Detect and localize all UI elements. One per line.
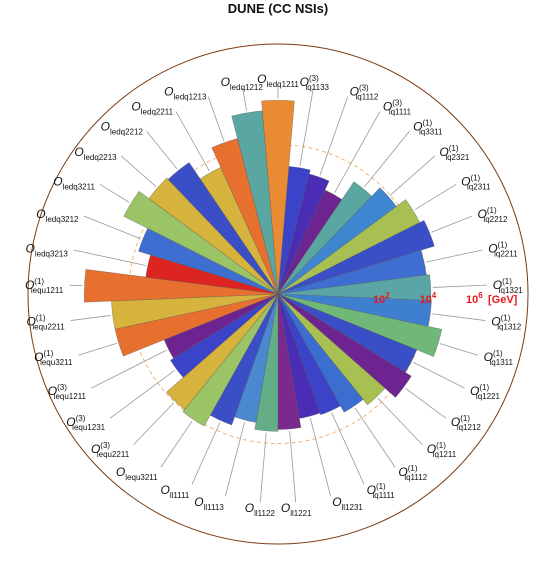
bar-lq1111 xyxy=(277,293,341,416)
bar-lequ2211 xyxy=(166,293,279,410)
leader-line-ll1231 xyxy=(309,418,332,497)
category-label-ledq2211: Oledq2211 xyxy=(131,99,173,116)
radial-tick-2: 102 xyxy=(373,291,390,306)
bar-ledq2213 xyxy=(148,177,279,295)
leader-line-lequ3211 xyxy=(160,420,193,468)
category-label-lq2212: O(1) lq2212 xyxy=(478,206,508,224)
leader-line-lq1311 xyxy=(440,343,478,356)
category-label-ledq3211: Oledq3211 xyxy=(53,174,95,191)
category-label-lequ3211: Olequ3211 xyxy=(116,465,158,482)
bar-lq1311 xyxy=(277,293,443,357)
category-label-lq1211: O(1) lq1211 xyxy=(427,441,457,459)
category-label-ledq1213: Oledq1213 xyxy=(164,84,207,101)
category-label-lequ1211: O(3) lequ1211 xyxy=(48,383,87,401)
bar-ledq1211 xyxy=(261,99,295,295)
leader-lines-layer xyxy=(69,85,487,503)
category-label-ll1231: Oll1231 xyxy=(332,495,363,512)
bar-lequ3211 xyxy=(182,293,279,427)
category-label-lq1112: O(3) lq1112 xyxy=(350,83,379,101)
bar-lequ1211 xyxy=(83,269,279,303)
leader-line-ledq2211 xyxy=(175,111,210,172)
category-label-ll1113: Oll1113 xyxy=(194,495,224,512)
category-label-lq1111: O(3) lq1111 xyxy=(383,98,412,116)
category-label-lq1311: O(1) lq1311 xyxy=(484,349,514,367)
leader-line-ll1221 xyxy=(289,430,297,503)
category-label-lequ1231: O(3) lequ1231 xyxy=(66,414,105,432)
category-label-lq1133: O(3) lq1133 xyxy=(300,74,330,92)
category-label-lequ2211: O(3) lequ2211 xyxy=(91,441,130,459)
bar-ledq2212 xyxy=(167,162,279,295)
outer-frame-circle xyxy=(27,43,529,545)
chart-title: DUNE (CC NSIs) xyxy=(228,1,328,16)
bar-lq1212 xyxy=(277,293,412,398)
leader-line-lq2212 xyxy=(431,215,473,233)
category-label-lq1212: O(1) lq1212 xyxy=(451,414,481,432)
category-label-ledq3212: Oledq3212 xyxy=(36,207,79,224)
bar-lq1112 xyxy=(277,173,330,295)
category-label-lq1221: O(1) lq1221 xyxy=(470,383,500,401)
leader-line-ll1111 xyxy=(191,422,221,485)
leader-line-ledq2213 xyxy=(120,155,157,187)
leader-line-lq1112 xyxy=(354,407,396,468)
radial-unit-label: [GeV] xyxy=(488,294,518,306)
bar-lequ1231 xyxy=(170,293,279,378)
leader-line-lq2211 xyxy=(426,249,483,263)
category-label-ledq1211: Oledq1211 xyxy=(257,72,299,89)
category-label-ll1111: Oll1111 xyxy=(160,483,189,500)
category-label-lequ2211: O(1) lequ2211 xyxy=(26,313,65,331)
leader-line-ledq3211 xyxy=(99,184,130,203)
leader-line-lq1133 xyxy=(299,87,314,166)
category-label-ledq2212: Oledq2212 xyxy=(101,120,144,137)
category-label-lq2211: O(1) lq2211 xyxy=(488,241,518,259)
category-label-ledq2213: Oledq2213 xyxy=(74,145,117,162)
leader-line-ll1122 xyxy=(259,432,267,503)
leader-line-lequ1231 xyxy=(109,369,176,419)
leader-line-lq1212 xyxy=(405,387,447,419)
category-label-lq1111: O(1) lq1111 xyxy=(367,482,396,500)
leader-line-ll1113 xyxy=(224,421,246,497)
category-label-ll1221: Oll1221 xyxy=(281,501,312,518)
category-label-lq3311: O(1) lq3311 xyxy=(413,119,443,137)
leader-line-lq3311 xyxy=(364,131,410,188)
leader-line-lq2311 xyxy=(414,184,457,211)
leader-line-lq1211 xyxy=(377,398,423,446)
leader-line-lequ1211 xyxy=(69,284,83,287)
leader-line-lq1111 xyxy=(331,412,365,485)
category-label-lequ3211: O(1) lequ3211 xyxy=(34,349,73,367)
leader-line-lq1312 xyxy=(432,313,486,321)
radial-ticks-layer: 102 104 106 xyxy=(373,291,483,306)
radial-tick-4: 104 xyxy=(420,291,437,306)
leader-line-ledq1213 xyxy=(207,96,225,141)
leader-line-ledq3213 xyxy=(73,249,146,266)
leader-line-lq1112 xyxy=(319,96,349,176)
bars-layer xyxy=(83,99,443,432)
leader-line-ledq1212 xyxy=(242,87,247,111)
leader-line-lequ1211 xyxy=(91,349,167,389)
category-label-lq2311: O(1) lq2311 xyxy=(461,173,491,191)
category-label-ledq1212: Oledq1212 xyxy=(221,75,264,92)
leader-line-lequ3211 xyxy=(78,343,117,356)
leader-line-lq2321 xyxy=(389,155,436,196)
category-label-lequ1211: O(1) lequ1211 xyxy=(25,277,64,295)
leader-line-lequ2211 xyxy=(133,402,175,446)
leader-line-lq1111 xyxy=(334,111,381,193)
leader-line-lequ2211 xyxy=(70,315,111,321)
category-label-ledq3213: Oledq3213 xyxy=(26,242,69,259)
leader-line-ledq3212 xyxy=(83,215,141,240)
bar-lq1112 xyxy=(277,293,364,413)
category-label-lq1312: O(1) lq1312 xyxy=(491,313,521,331)
leader-line-lq1321 xyxy=(432,284,487,288)
bar-ledq3211 xyxy=(123,190,279,295)
category-label-lq1112: O(1) lq1112 xyxy=(398,464,427,482)
bar-lq2212 xyxy=(277,219,435,295)
category-label-ll1122: Oll1122 xyxy=(245,501,276,518)
leader-line-lq1221 xyxy=(413,361,465,389)
leader-line-ledq2212 xyxy=(146,131,178,170)
category-label-lq1321: O(1) lq1321 xyxy=(493,277,523,295)
category-label-lq2321: O(1) lq2321 xyxy=(439,144,469,162)
radial-tick-6: 106 xyxy=(466,291,483,306)
bar-lq1211 xyxy=(277,293,386,406)
